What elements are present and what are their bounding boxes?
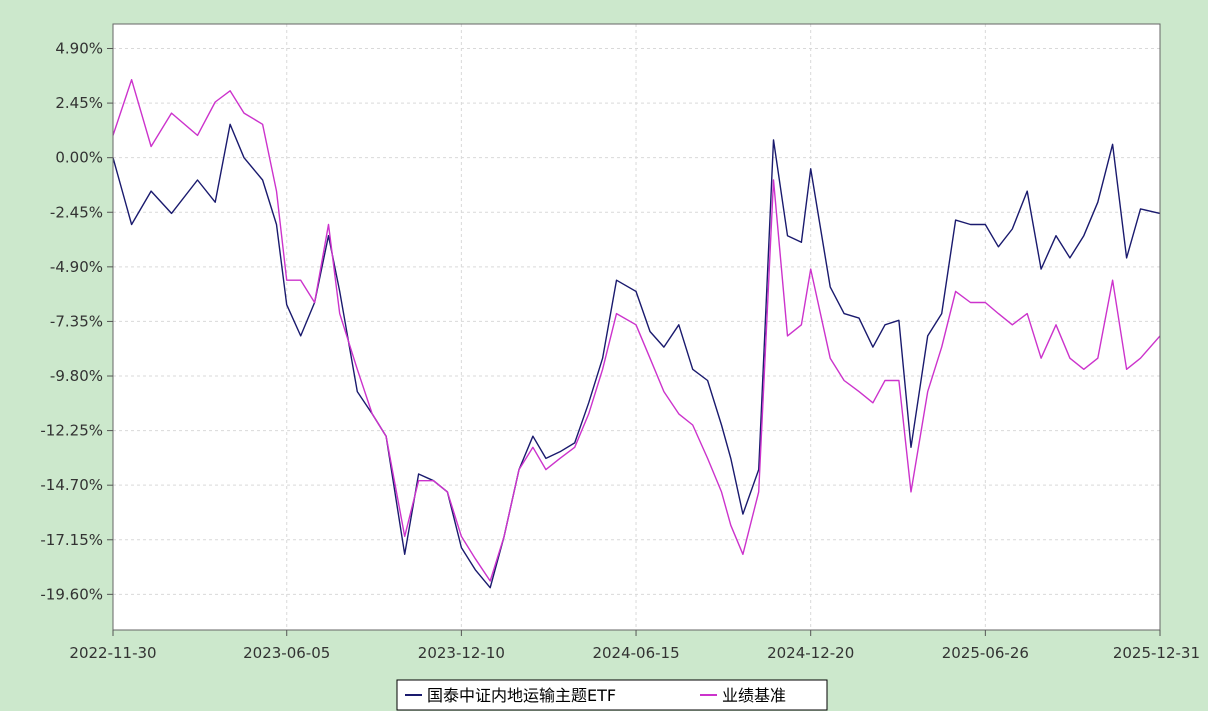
y-tick-label: -7.35%: [50, 312, 103, 330]
series-line-fund: [112, 123, 1161, 589]
x-tick-label: 2022-11-30: [69, 644, 156, 662]
y-tick-label: 0.00%: [55, 149, 103, 167]
x-tick-label: 2025-12-31: [1113, 644, 1200, 662]
x-tick-label: 2024-12-20: [767, 644, 854, 662]
x-tick-label: 2025-06-26: [942, 644, 1029, 662]
y-tick-label: -14.70%: [40, 476, 103, 494]
y-tick-label: 4.90%: [55, 40, 103, 58]
legend-label-fund: 国泰中证内地运输主题ETF: [427, 686, 616, 705]
x-tick-label: 2023-06-05: [243, 644, 330, 662]
x-axis: 2022-11-30 2023-06-05 2023-12-10 2024-06-15…: [69, 630, 1200, 662]
y-tick-label: -12.25%: [40, 422, 103, 440]
y-tick-label: -9.80%: [50, 367, 103, 385]
y-tick-label: -19.60%: [40, 585, 103, 603]
grid: [113, 24, 1160, 630]
series-layer: [112, 78, 1161, 589]
series-line-benchmark: [112, 78, 1161, 582]
y-tick-label: -2.45%: [50, 203, 103, 221]
legend-label-benchmark: 业绩基准: [722, 686, 786, 705]
x-tick-label: 2024-06-15: [592, 644, 679, 662]
y-tick-label: -4.90%: [50, 258, 103, 276]
y-axis: 4.90% 2.45% 0.00% -2.45% -4.90% -7.35% -9.80% -…: [40, 40, 113, 603]
legend-box: [396, 679, 828, 711]
x-tick-label: 2023-12-10: [418, 644, 505, 662]
y-tick-label: 2.45%: [55, 94, 103, 112]
legend: 国泰中证内地运输主题ETF 业绩基准: [396, 679, 828, 711]
y-tick-label: -17.15%: [40, 531, 103, 549]
